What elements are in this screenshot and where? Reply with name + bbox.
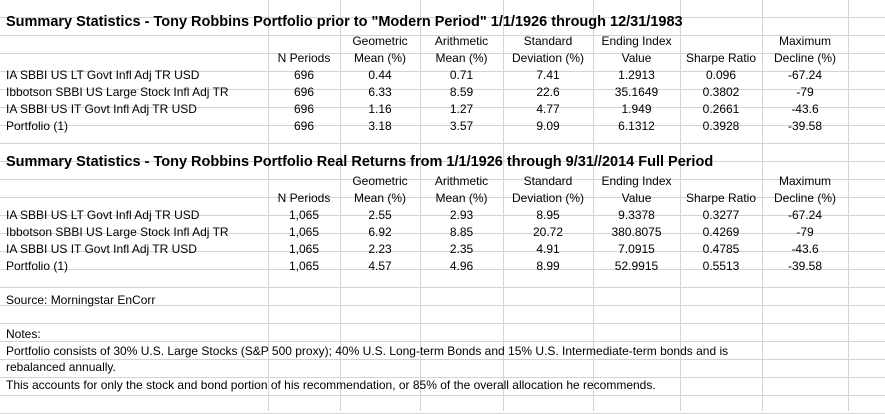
cell-n: 696 xyxy=(293,85,315,99)
cell-arith: 4.96 xyxy=(449,259,474,273)
header-sharpe-1: Sharpe Ratio xyxy=(685,51,757,65)
cell-std: 4.91 xyxy=(536,242,560,256)
cell-geo: 0.44 xyxy=(368,68,392,82)
cell-ending: 6.1312 xyxy=(618,119,655,133)
cell-sharpe: 0.4269 xyxy=(702,225,740,239)
table1-title: Summary Statistics - Tony Robbins Portfo… xyxy=(6,14,683,30)
cell-std: 9.09 xyxy=(536,119,560,133)
header-arith-2: Arithmetic xyxy=(434,174,489,188)
cell-max: -67.24 xyxy=(787,68,823,82)
header-max-2: Maximum xyxy=(778,174,831,188)
cell-ending: 1.2913 xyxy=(618,68,655,82)
header-std-2: Standard xyxy=(523,174,573,188)
cell-ending: 1.949 xyxy=(621,102,652,116)
cell-std: 22.6 xyxy=(536,85,560,99)
cell-std: 8.99 xyxy=(536,259,560,273)
cell-geo: 6.92 xyxy=(368,225,392,239)
row-label: Ibbotson SBBI US Large Stock Infl Adj TR xyxy=(6,85,229,99)
cell-n: 1,065 xyxy=(288,225,320,239)
cell-std: 4.77 xyxy=(536,102,560,116)
cell-max: -39.58 xyxy=(787,259,823,273)
cell-geo: 2.55 xyxy=(368,208,392,222)
notes-line-3: This accounts for only the stock and bon… xyxy=(6,378,656,392)
header-std-1: Standard xyxy=(523,34,573,48)
row-label: IA SBBI US IT Govt Infl Adj TR USD xyxy=(6,242,197,256)
cell-n: 696 xyxy=(293,102,315,116)
header-max-1: Maximum xyxy=(778,34,831,48)
cell-arith: 8.85 xyxy=(449,225,474,239)
header-n-1: N Periods xyxy=(277,51,331,65)
cell-max: -39.58 xyxy=(787,119,823,133)
cell-sharpe: 0.4785 xyxy=(702,242,740,256)
cell-geo: 2.23 xyxy=(368,242,392,256)
notes-heading: Notes: xyxy=(6,327,41,341)
header-std-2b: Deviation (%) xyxy=(511,191,585,205)
header-arith-1: Arithmetic xyxy=(434,34,489,48)
header-geo-2: Geometric xyxy=(352,174,408,188)
header-sharpe-2: Sharpe Ratio xyxy=(685,191,757,205)
cell-max: -79 xyxy=(796,85,814,99)
cell-ending: 380.8075 xyxy=(611,225,662,239)
header-arith-2b: Mean (%) xyxy=(435,191,488,205)
cell-n: 696 xyxy=(293,68,315,82)
cell-geo: 3.18 xyxy=(368,119,392,133)
table2-title: Summary Statistics - Tony Robbins Portfo… xyxy=(6,154,714,170)
header-ending-1: Ending Index xyxy=(601,34,672,48)
cell-arith: 2.93 xyxy=(449,208,474,222)
header-geo-1: Geometric xyxy=(352,34,408,48)
header-std-1b: Deviation (%) xyxy=(511,51,585,65)
cell-sharpe: 0.3802 xyxy=(702,85,740,99)
row-label: IA SBBI US LT Govt Infl Adj TR USD xyxy=(6,68,200,82)
header-max-1b: Decline (%) xyxy=(773,51,836,65)
cell-geo: 4.57 xyxy=(368,259,392,273)
cell-n: 1,065 xyxy=(288,242,320,256)
cell-sharpe: 0.3928 xyxy=(702,119,740,133)
cell-arith: 8.59 xyxy=(449,85,474,99)
row-label: IA SBBI US IT Govt Infl Adj TR USD xyxy=(6,102,197,116)
notes-line-1: Portfolio consists of 30% U.S. Large Sto… xyxy=(6,344,729,358)
cell-arith: 0.71 xyxy=(449,68,474,82)
cell-n: 1,065 xyxy=(288,208,320,222)
cell-ending: 35.1649 xyxy=(614,85,659,99)
cell-arith: 2.35 xyxy=(449,242,474,256)
cell-n: 696 xyxy=(293,119,315,133)
cell-ending: 7.0915 xyxy=(618,242,655,256)
cell-sharpe: 0.096 xyxy=(705,68,737,82)
cell-arith: 3.57 xyxy=(449,119,474,133)
cell-max: -43.6 xyxy=(791,242,819,256)
header-ending-2: Ending Index xyxy=(601,174,672,188)
cell-std: 7.41 xyxy=(536,68,560,82)
cell-max: -79 xyxy=(796,225,814,239)
source-text: Source: Morningstar EnCorr xyxy=(6,293,156,307)
notes-line-2: rebalanced annually. xyxy=(6,360,116,374)
cell-max: -43.6 xyxy=(791,102,819,116)
cell-arith: 1.27 xyxy=(449,102,474,116)
header-ending-1b: Value xyxy=(621,51,652,65)
header-ending-2b: Value xyxy=(621,191,652,205)
row-label: IA SBBI US LT Govt Infl Adj TR USD xyxy=(6,208,200,222)
header-geo-1b: Mean (%) xyxy=(353,51,406,65)
cell-geo: 6.33 xyxy=(368,85,392,99)
cell-sharpe: 0.2661 xyxy=(702,102,740,116)
header-arith-1b: Mean (%) xyxy=(435,51,488,65)
cell-max: -67.24 xyxy=(787,208,823,222)
row-label: Portfolio (1) xyxy=(6,259,69,273)
cell-std: 20.72 xyxy=(532,225,564,239)
cell-n: 1,065 xyxy=(288,259,320,273)
header-max-2b: Decline (%) xyxy=(773,191,836,205)
header-geo-2b: Mean (%) xyxy=(353,191,406,205)
cell-ending: 52.9915 xyxy=(614,259,659,273)
cell-std: 8.95 xyxy=(536,208,560,222)
header-n-2: N Periods xyxy=(277,191,331,205)
cell-sharpe: 0.5513 xyxy=(702,259,740,273)
row-label: Ibbotson SBBI US Large Stock Infl Adj TR xyxy=(6,225,229,239)
cell-sharpe: 0.3277 xyxy=(702,208,740,222)
cell-ending: 9.3378 xyxy=(618,208,655,222)
cell-geo: 1.16 xyxy=(368,102,392,116)
row-label: Portfolio (1) xyxy=(6,119,69,133)
